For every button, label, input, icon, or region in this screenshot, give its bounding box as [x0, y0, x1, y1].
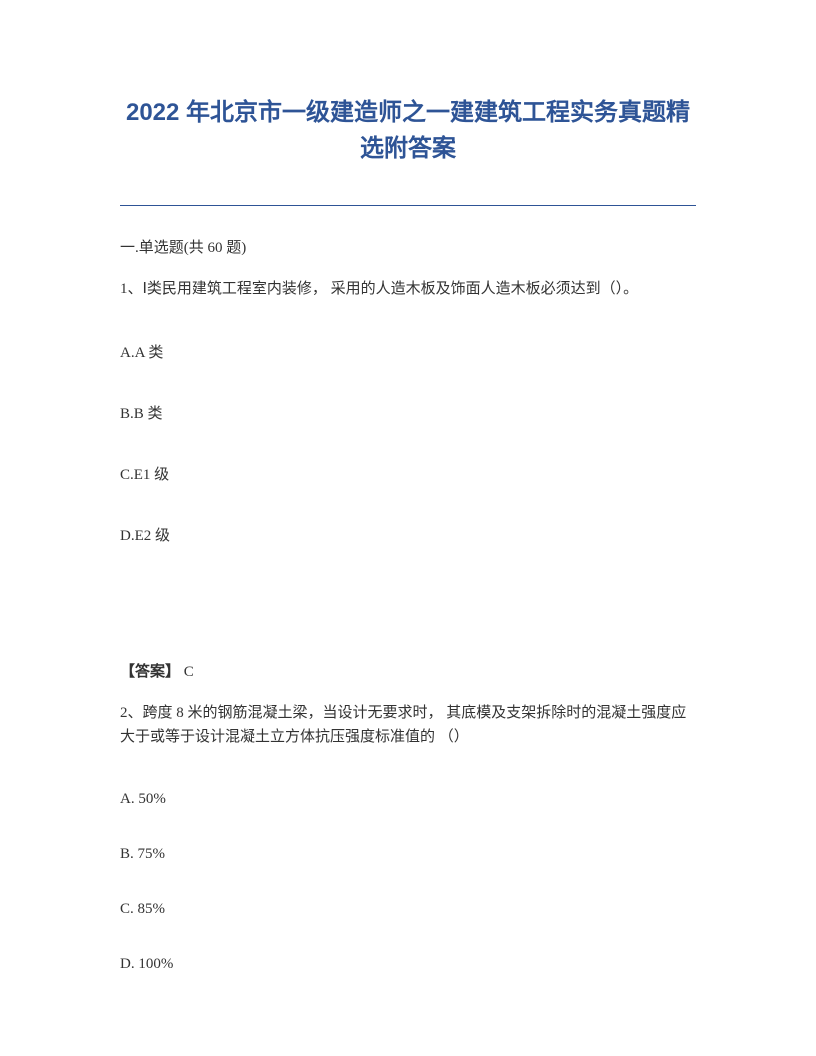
question1-text: 1、Ⅰ类民用建筑工程室内装修， 采用的人造木板及饰面人造木板必须达到（）。: [120, 277, 696, 301]
question2-option-a: A. 50%: [120, 791, 696, 808]
question1-answer: 【答案】 C: [120, 660, 696, 681]
question1-option-d: D.E2 级: [120, 524, 696, 545]
question1-option-c: C.E1 级: [120, 463, 696, 484]
question2-option-d: D. 100%: [120, 956, 696, 973]
document-title: 2022 年北京市一级建造师之一建建筑工程实务真题精选附答案: [120, 95, 696, 167]
question2-option-b: B. 75%: [120, 846, 696, 863]
question1-option-b: B.B 类: [120, 402, 696, 423]
question1-option-a: A.A 类: [120, 341, 696, 362]
answer-label-text: 【答案】: [120, 664, 180, 680]
page-content: 2022 年北京市一级建造师之一建建筑工程实务真题精选附答案 一.单选题(共 6…: [0, 0, 816, 973]
section-label: 一.单选题(共 60 题): [120, 236, 696, 257]
question2-option-c: C. 85%: [120, 901, 696, 918]
title-container: 2022 年北京市一级建造师之一建建筑工程实务真题精选附答案: [120, 95, 696, 206]
answer-value: C: [184, 664, 194, 680]
question2-text: 2、跨度 8 米的钢筋混凝土梁，当设计无要求时， 其底模及支架拆除时的混凝土强度…: [120, 701, 696, 749]
